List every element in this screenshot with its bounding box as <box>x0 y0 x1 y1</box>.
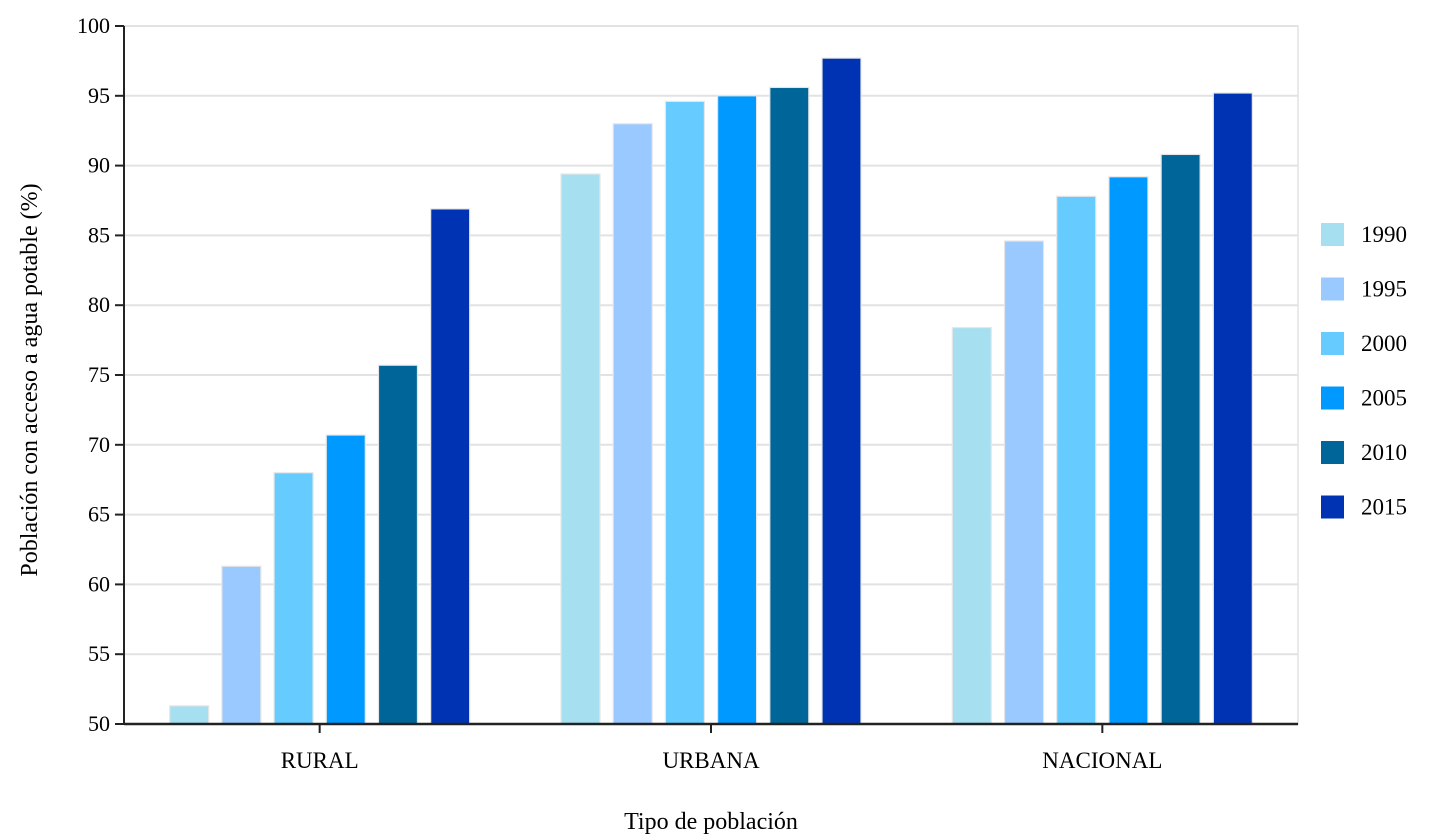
legend-swatch-2005 <box>1321 386 1344 410</box>
bar-urbana-2015 <box>821 57 862 725</box>
legend: 1990 1995 2000 2005 2010 2015 <box>1321 222 1407 520</box>
bar-nacional-1995 <box>1003 240 1045 725</box>
legend-label-2005: 2005 <box>1361 386 1407 411</box>
legend-label-2000: 2000 <box>1361 331 1407 356</box>
legend-label-1990: 1990 <box>1361 222 1407 247</box>
bar-rural-1990 <box>169 705 210 725</box>
bar-urbana-2000 <box>664 100 706 725</box>
bar-rural-2010 <box>377 364 419 725</box>
axes: 50 55 60 65 70 75 80 85 90 95 100 RURAL URBANA NACION… <box>77 13 1298 773</box>
bar-urbana-2010 <box>769 86 810 725</box>
legend-label-2010: 2010 <box>1361 440 1407 465</box>
legend-label-2015: 2015 <box>1361 495 1407 520</box>
bar-rural-2005 <box>325 434 366 725</box>
y-tick-label: 95 <box>88 83 110 108</box>
y-tick-label: 50 <box>88 711 110 736</box>
y-tick-label: 55 <box>88 641 110 666</box>
bar-nacional-2010 <box>1160 153 1201 725</box>
y-tick-label: 65 <box>88 502 110 527</box>
legend-swatch-2010 <box>1321 441 1344 464</box>
bar-nacional-2000 <box>1056 195 1097 725</box>
legend-label-1995: 1995 <box>1361 277 1407 302</box>
y-tick-label: 85 <box>88 222 110 247</box>
bar-nacional-1990 <box>951 326 992 725</box>
y-tick-label: 80 <box>88 292 110 317</box>
x-axis-title: Tipo de población <box>624 809 798 835</box>
y-tick-label: 70 <box>88 432 110 457</box>
x-tick-label: RURAL <box>281 748 359 773</box>
y-tick-label: 60 <box>88 571 110 596</box>
legend-swatch-1995 <box>1321 277 1344 301</box>
x-tick-label: NACIONAL <box>1042 748 1162 773</box>
bar-urbana-1990 <box>560 173 601 725</box>
bar-rural-2000 <box>273 472 314 725</box>
bars <box>169 57 1253 725</box>
bar-nacional-2005 <box>1108 176 1149 725</box>
bar-nacional-2015 <box>1212 92 1253 725</box>
x-tick-label: URBANA <box>662 748 760 773</box>
legend-swatch-2000 <box>1321 332 1344 355</box>
y-axis-title: Población con acceso a agua potable (%) <box>17 183 43 576</box>
bar-rural-1995 <box>221 565 262 725</box>
bar-rural-2015 <box>430 208 471 725</box>
bar-urbana-2005 <box>716 95 758 725</box>
legend-swatch-2015 <box>1321 495 1344 519</box>
y-tick-label: 100 <box>77 13 110 38</box>
legend-swatch-1990 <box>1321 223 1344 246</box>
y-tick-label: 90 <box>88 153 110 178</box>
y-tick-label: 75 <box>88 362 110 387</box>
bar-urbana-1995 <box>612 123 653 725</box>
